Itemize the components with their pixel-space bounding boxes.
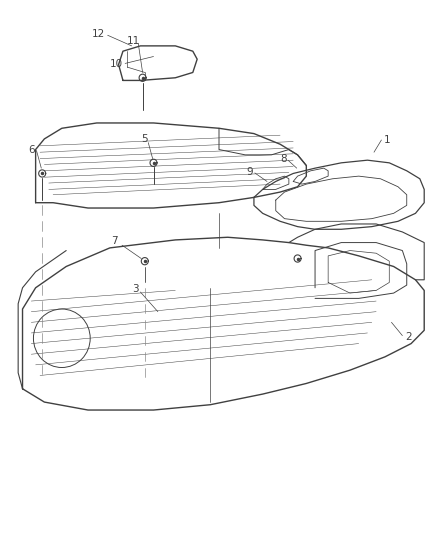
Text: 6: 6 [28,144,35,155]
Text: 1: 1 [384,135,390,145]
Text: 10: 10 [110,60,123,69]
Text: 9: 9 [246,167,253,177]
Text: 3: 3 [132,284,138,294]
Text: 12: 12 [92,29,106,39]
Text: 2: 2 [406,332,412,342]
Text: 11: 11 [127,36,141,45]
Text: 5: 5 [141,134,148,144]
Text: 8: 8 [280,154,287,164]
Text: 7: 7 [111,236,117,246]
